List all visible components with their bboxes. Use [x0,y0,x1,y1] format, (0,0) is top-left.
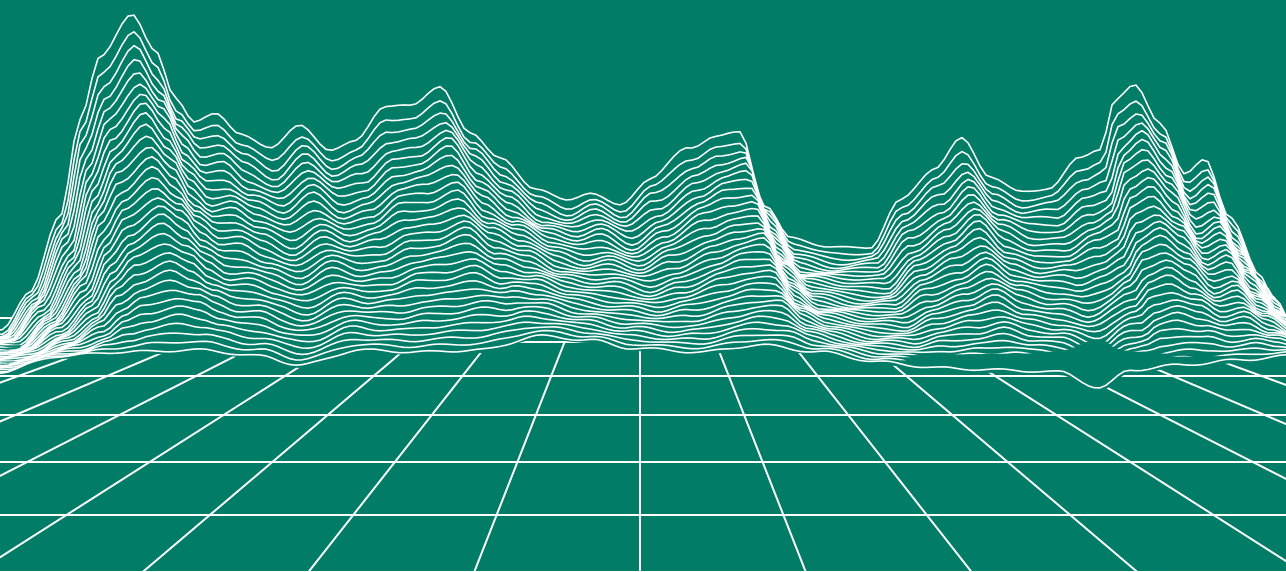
grid-radial-line [0,339,179,572]
grid-radial-line [705,339,807,572]
ridge-line [0,334,1286,389]
grid-radial-line [307,339,509,572]
grid-radial-line [0,339,311,572]
grid-radial-line [141,339,443,572]
ridge-occluder [0,334,1286,572]
perspective-grid-front [0,339,1286,572]
grid-radial-line [0,339,245,572]
ridge-lines [0,14,1286,572]
grid-radial-line [473,339,575,572]
grid-radial-line [771,339,973,572]
